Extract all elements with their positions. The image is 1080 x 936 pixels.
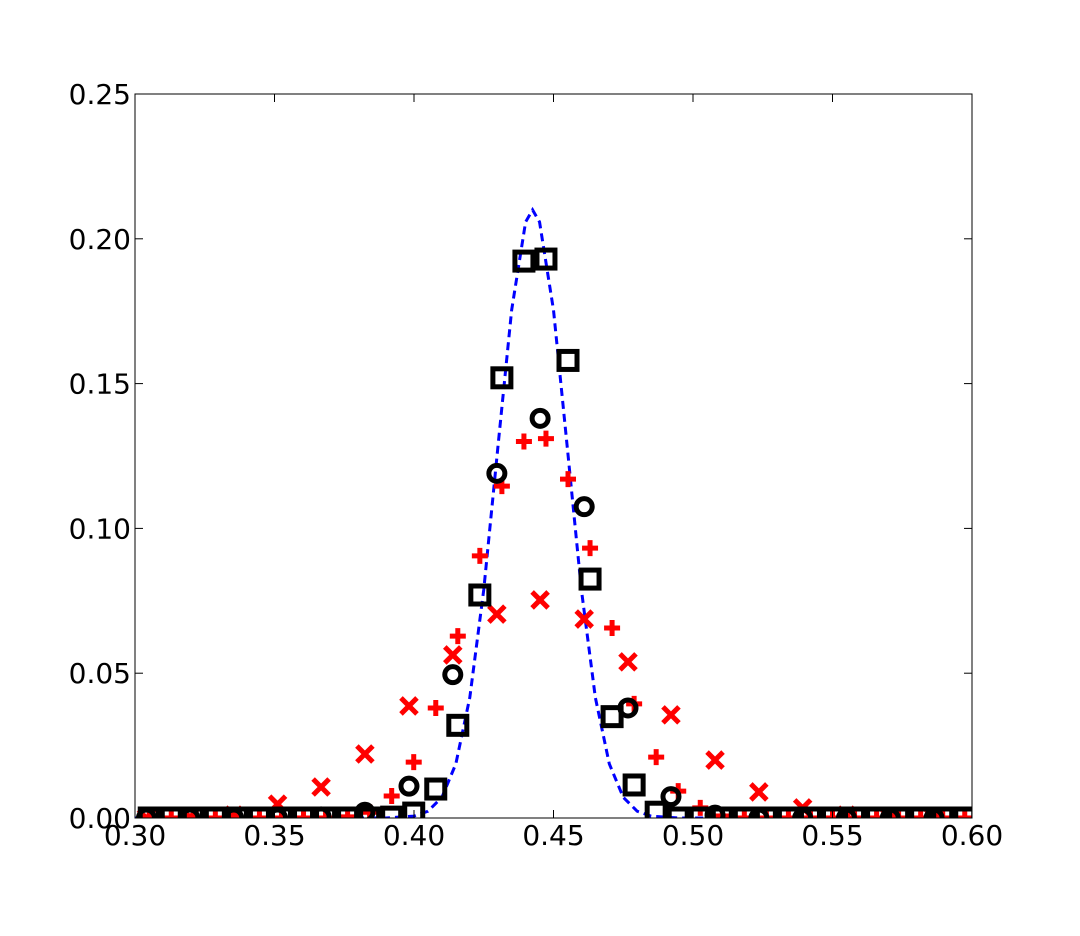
square-marker [314, 806, 338, 818]
plus-marker [339, 808, 356, 818]
axes-frame [134, 93, 973, 819]
plus-marker [405, 754, 422, 771]
square-marker [247, 806, 271, 818]
x-tick-label: 0.50 [662, 819, 724, 852]
square-marker [666, 806, 690, 818]
y-tick-label: 0.10 [69, 512, 131, 545]
square-marker [181, 806, 205, 818]
y-tick-label: 0.25 [69, 78, 131, 111]
y-tick-label: 0.00 [69, 802, 131, 835]
plus-marker [736, 810, 753, 818]
x-marker [618, 652, 638, 672]
square-marker [821, 806, 844, 818]
plus-marker [604, 620, 621, 637]
x-tick-label: 0.55 [801, 819, 863, 852]
plus-marker [582, 540, 599, 557]
x-marker [399, 696, 419, 716]
square-marker [887, 806, 911, 818]
y-tick-label: 0.05 [69, 657, 131, 690]
square-marker [931, 806, 955, 818]
square-marker [600, 705, 624, 729]
y-tick-label: 0.15 [69, 368, 131, 401]
x-tick-label: 0.35 [243, 819, 305, 852]
circle-marker [573, 496, 595, 518]
square-marker [358, 806, 382, 818]
square-marker [269, 806, 293, 818]
plus-marker [560, 471, 577, 488]
plot-area [135, 206, 972, 818]
square-marker [380, 805, 404, 818]
plus-marker [956, 810, 972, 818]
plus-marker [207, 810, 224, 818]
plus-marker [515, 433, 532, 450]
x-tick-label: 0.40 [383, 819, 445, 852]
x-marker [661, 705, 681, 725]
square-marker [688, 806, 712, 818]
square-marker [512, 249, 536, 273]
plus-marker [163, 810, 180, 818]
x-marker [311, 777, 331, 797]
x-marker [487, 604, 507, 624]
plus-marker [868, 810, 885, 818]
square-marker [225, 806, 249, 818]
square-marker [798, 806, 822, 818]
circle-marker [486, 462, 508, 484]
square-marker [710, 806, 734, 818]
square-marker [843, 806, 867, 818]
square-marker [159, 806, 183, 818]
square-marker [490, 366, 514, 390]
square-marker [953, 806, 972, 818]
square-marker [732, 806, 756, 818]
square-marker [776, 806, 800, 818]
plus-marker [295, 810, 312, 818]
circle-marker [442, 664, 464, 686]
square-marker [446, 713, 470, 737]
square-marker [644, 800, 668, 818]
plus-marker [383, 787, 400, 804]
square-marker [402, 801, 426, 818]
circle-marker [660, 786, 682, 808]
circle-marker [529, 407, 551, 429]
plus-marker [912, 810, 929, 818]
plus-marker [427, 699, 444, 716]
plus-marker [471, 547, 488, 564]
x-marker [749, 782, 769, 802]
plus-marker [648, 749, 665, 766]
square-marker [424, 777, 448, 801]
square-marker [203, 806, 227, 818]
x-marker [530, 590, 550, 610]
square-marker [622, 773, 646, 797]
plus-marker [449, 628, 466, 645]
square-marker [754, 806, 778, 818]
x-tick-label: 0.30 [104, 819, 166, 852]
y-tick-label: 0.20 [69, 223, 131, 256]
square-marker [578, 567, 602, 591]
circle-marker [398, 775, 420, 797]
plus-marker [780, 810, 797, 818]
square-marker [865, 806, 889, 818]
series-line [135, 206, 972, 818]
square-marker [468, 583, 492, 607]
x-marker [443, 645, 463, 665]
square-marker [137, 806, 161, 818]
plus-marker [537, 430, 554, 447]
x-tick-label: 0.45 [522, 819, 584, 852]
square-marker [909, 806, 933, 818]
square-marker [336, 806, 360, 818]
square-marker [556, 348, 580, 372]
x-marker [574, 609, 594, 629]
square-marker [534, 247, 558, 271]
x-tick-label: 0.60 [941, 819, 1003, 852]
x-marker [355, 744, 375, 764]
plus-marker [251, 810, 268, 818]
x-marker [705, 750, 725, 770]
square-marker [292, 806, 316, 818]
